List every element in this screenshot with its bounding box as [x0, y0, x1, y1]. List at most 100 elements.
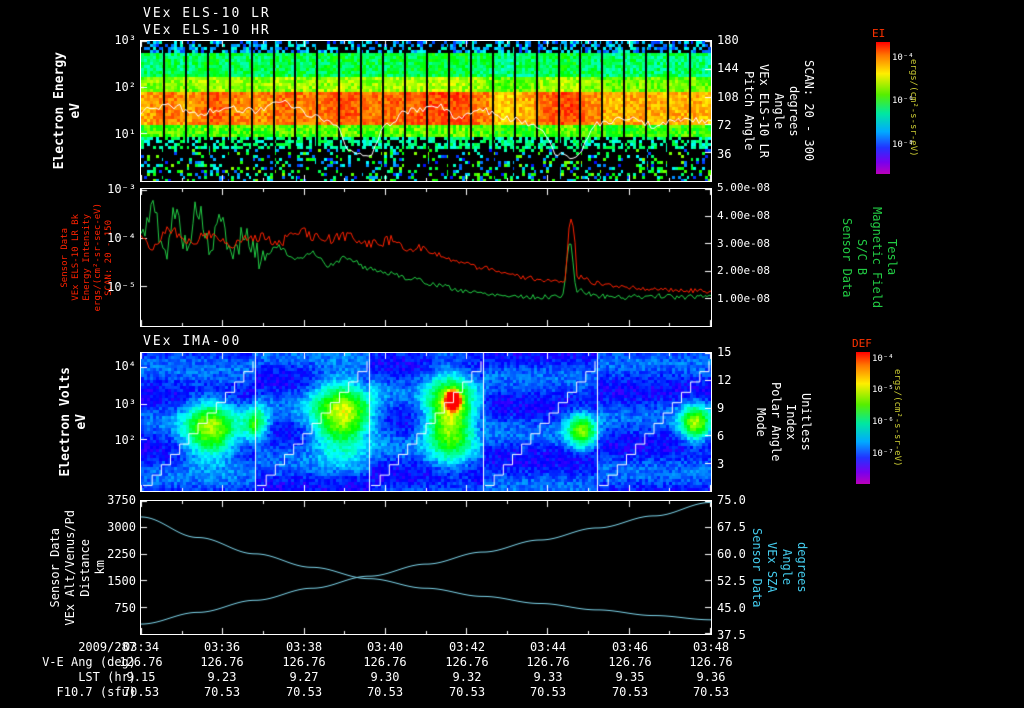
panel2-right-axis-label: Tesla [885, 239, 899, 276]
time-tick-label: 03:38 [285, 640, 323, 654]
time-tick-label: 03:36 [203, 640, 241, 654]
panel1-ytick: 10¹ [114, 127, 136, 141]
panel4-right-axis-label-stack: Sensor Data VEx SZA Angle degrees [750, 500, 809, 635]
time-tick-label: 03:48 [692, 640, 730, 654]
panel4-right-axis-label: VEx SZA [765, 542, 779, 593]
panel2-bfield-tick: 2.00e-08 [717, 264, 770, 277]
els-colorbar-label: EI [872, 27, 886, 40]
panel1-pitch-tick: 180 [717, 33, 739, 47]
panel3-index-tick: 9 [717, 401, 725, 415]
panel1-right-axis-label: Angle [772, 92, 786, 130]
annotation-row-label: V-E Ang (deg) [42, 655, 136, 669]
panel3-right-axis-label: Mode [754, 407, 768, 437]
panel2-left-axis-label-stack: Sensor Data VEx ELS-10 LR Bk Energy Intens… [60, 188, 114, 327]
ima-colorbar-tick: 10⁻⁴ [872, 354, 894, 364]
panel1-title-line2: VEx ELS-10 HR [143, 23, 271, 38]
annotation-value: 70.53 [611, 685, 649, 699]
panel4-sza-tick: 60.0 [717, 547, 746, 561]
panel2-ytick: 10⁻³ [107, 182, 136, 196]
annotation-value: 9.36 [696, 670, 726, 684]
annotation-value: 9.32 [452, 670, 482, 684]
panel4-left-axis-label: Sensor Data [48, 527, 62, 608]
panel3-left-axis-label-stack: Electron Volts eV [58, 352, 89, 492]
annotation-value: 126.76 [119, 655, 163, 669]
annotation-value: 126.76 [282, 655, 326, 669]
panel3-index-tick: 15 [717, 345, 732, 359]
panel3-ytick: 10² [114, 433, 136, 447]
panel1-left-axis-label-stack: Electron Energy eV [52, 40, 83, 182]
panel1-title-line1: VEx ELS-10 LR [143, 6, 271, 21]
els-colorbar-unit-stack: ergs/(cm²-s-sr-eV) [908, 42, 918, 174]
panel4-sza-tick: 52.5 [717, 574, 746, 588]
panel1-pitch-tick: 36 [717, 147, 732, 161]
annotation-row-label: LST (hr) [78, 670, 136, 684]
panel1-left-axis-label: Electron Energy [52, 52, 67, 170]
els-colorbar-unit: ergs/(cm²-s-sr-eV) [908, 59, 918, 157]
ima-colorbar-tick: 10⁻⁶ [872, 417, 894, 427]
panel2-bfield-tick: 4.00e-08 [717, 209, 770, 222]
panel2-right-axis-label-stack: Sensor Data S/C B Magnetic Field Tesla [840, 188, 899, 327]
panel3-ytick: 10³ [114, 397, 136, 411]
panel3-index-tick: 12 [717, 373, 732, 387]
panel3-right-axis-label: Index [784, 403, 798, 441]
annotation-value: 70.53 [448, 685, 486, 699]
annotation-value: 126.76 [526, 655, 570, 669]
panel2-bfield-tick: 3.00e-08 [717, 237, 770, 250]
intensity-bfield-panel [140, 188, 712, 327]
ima-colorbar [856, 352, 870, 484]
annotation-value: 70.53 [366, 685, 404, 699]
panel2-left-axis-label: Sensor Data [60, 227, 70, 288]
panel3-right-axis-label: Unitless [799, 393, 813, 451]
panel1-right-axis-label: VEx ELS-10 LR [757, 64, 771, 158]
panel4-ytick: 3000 [107, 520, 136, 534]
panel4-right-axis-label: degrees [795, 542, 809, 593]
panel2-left-axis-label: ergs/(cm²-sr-sec-eV) [93, 203, 103, 312]
els-spectrogram-panel [140, 40, 712, 182]
panel4-ytick: 2250 [107, 547, 136, 561]
panel1-pitch-tick: 108 [717, 90, 739, 104]
ima-colorbar-unit: ergs/(cm²-s-sr-eV) [892, 369, 902, 467]
panel1-right-axis-label: Pitch Angle [742, 71, 756, 151]
time-tick-label: 03:40 [366, 640, 404, 654]
panel1-pitch-tick: 72 [717, 118, 732, 132]
els-spectrogram-canvas [141, 41, 711, 181]
panel1-pitch-tick: 144 [717, 61, 739, 75]
panel3-title: VEx IMA-00 [143, 334, 242, 349]
ima-colorbar-tick: 10⁻⁷ [872, 449, 894, 459]
annotation-row-label: F10.7 (sfu) [56, 685, 136, 699]
panel2-right-axis-label: Sensor Data [840, 217, 854, 298]
date-label: 2009/287 [78, 640, 136, 654]
panel2-right-axis-label: Magnetic Field [870, 206, 884, 309]
annotation-value: 126.76 [445, 655, 489, 669]
annotation-value: 9.23 [207, 670, 237, 684]
panel3-left-axis-label: Electron Volts [58, 367, 73, 477]
panel4-ytick: 3750 [107, 493, 136, 507]
panel3-left-axis-label: eV [74, 414, 89, 430]
ima-colorbar-unit-stack: ergs/(cm²-s-sr-eV) [892, 352, 902, 484]
panel4-sza-tick: 37.5 [717, 628, 746, 642]
ima-spectrogram-panel [140, 352, 712, 492]
annotation-value: 9.15 [126, 670, 156, 684]
panel3-ytick: 10⁴ [114, 359, 136, 373]
annotation-value: 9.35 [615, 670, 645, 684]
panel4-ytick: 1500 [107, 574, 136, 588]
ima-colorbar-tick: 10⁻⁵ [872, 385, 894, 395]
panel4-left-axis-label: Distance [78, 538, 92, 597]
panel1-right-axis-label: SCAN: 20 - 300 [802, 60, 816, 162]
time-tick-label: 03:42 [448, 640, 486, 654]
panel2-left-axis-label: Energy Intensity [82, 214, 92, 301]
panel4-left-axis-label: VEx Alt/Venus/Pd [63, 509, 77, 626]
panel1-left-axis-label: eV [68, 103, 83, 119]
annotation-value: 9.27 [289, 670, 319, 684]
alt-sza-canvas [141, 501, 711, 634]
time-tick-label: 03:46 [611, 640, 649, 654]
annotation-value: 9.30 [370, 670, 400, 684]
time-tick-label: 03:44 [529, 640, 567, 654]
panel2-right-axis-label: S/C B [855, 239, 869, 276]
els-colorbar-tick: 10⁻⁴ [892, 53, 914, 63]
panel4-left-axis-label: km [93, 560, 107, 575]
intensity-bfield-canvas [141, 189, 711, 326]
panel4-sza-tick: 67.5 [717, 520, 746, 534]
els-colorbar-tick: 10⁻⁸ [892, 140, 914, 150]
